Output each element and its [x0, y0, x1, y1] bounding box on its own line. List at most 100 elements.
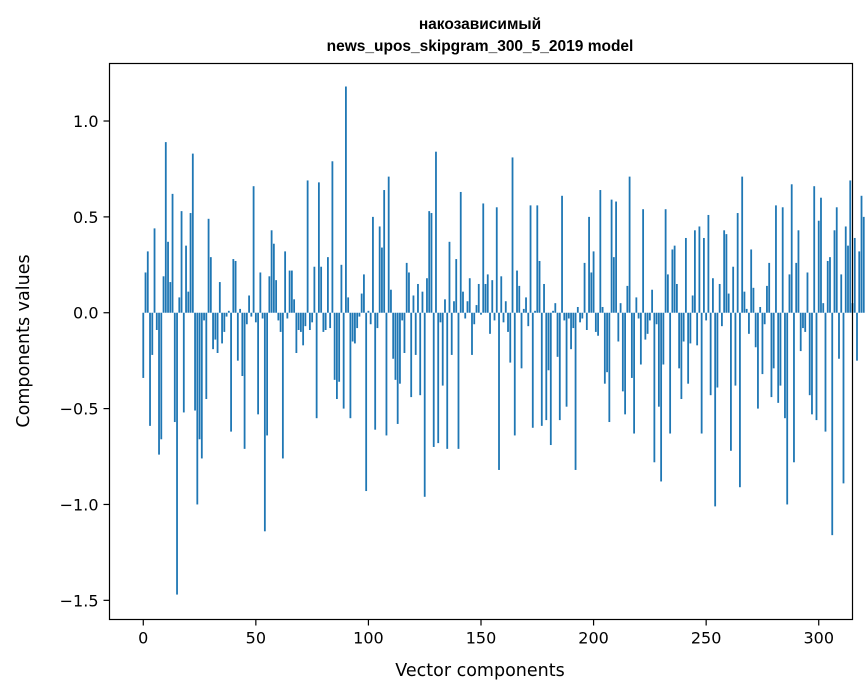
- bar: [849, 180, 852, 313]
- bar: [333, 312, 336, 380]
- bar: [342, 312, 345, 409]
- bar: [655, 312, 658, 325]
- bar: [707, 214, 710, 313]
- bar: [619, 303, 622, 313]
- bar: [435, 151, 437, 313]
- bar: [543, 283, 545, 313]
- bar: [525, 297, 527, 313]
- bar: [374, 312, 377, 430]
- x-axis-label: Vector components: [395, 661, 564, 681]
- bar: [295, 312, 298, 353]
- bar: [822, 303, 825, 313]
- bar: [687, 312, 690, 384]
- bar: [833, 230, 836, 313]
- bar: [770, 312, 773, 398]
- bar: [741, 176, 744, 313]
- bar: [250, 312, 253, 317]
- bar: [486, 274, 489, 313]
- x-tick-label: 50: [246, 629, 266, 648]
- bar: [248, 295, 250, 313]
- bar: [712, 278, 714, 313]
- bar: [721, 312, 723, 327]
- bar: [826, 260, 829, 313]
- bar: [522, 308, 525, 313]
- bar: [439, 312, 442, 323]
- bar: [401, 312, 404, 321]
- bar: [405, 262, 408, 313]
- bar: [784, 312, 786, 419]
- bar: [365, 312, 368, 492]
- bar: [781, 207, 784, 313]
- chart-title-line-1: накозависимый: [419, 16, 541, 33]
- bar: [572, 312, 575, 329]
- bar: [187, 291, 190, 313]
- bar: [471, 312, 473, 355]
- bar: [324, 312, 327, 330]
- bar: [169, 282, 172, 313]
- bar: [221, 312, 223, 344]
- bar: [369, 312, 372, 325]
- bar: [360, 293, 363, 313]
- bar: [723, 230, 726, 313]
- bar: [293, 299, 296, 313]
- bar: [459, 191, 462, 313]
- bar: [540, 312, 543, 426]
- bar: [693, 230, 696, 313]
- bar: [241, 312, 244, 377]
- bar: [252, 186, 255, 313]
- bar: [308, 312, 311, 330]
- bar: [484, 283, 487, 313]
- bar: [284, 251, 287, 313]
- bar: [743, 291, 746, 313]
- bar: [263, 312, 266, 532]
- bar: [664, 209, 667, 313]
- bar: [815, 312, 818, 421]
- bar: [448, 241, 451, 313]
- bar: [275, 280, 278, 313]
- bar: [684, 237, 687, 313]
- bar: [545, 312, 548, 421]
- bar: [588, 216, 590, 313]
- bar: [709, 312, 712, 396]
- bar: [570, 312, 572, 350]
- bar: [516, 270, 518, 313]
- bar: [297, 312, 300, 330]
- bar: [194, 312, 196, 411]
- bar: [243, 312, 246, 449]
- bar: [327, 257, 329, 313]
- bar: [732, 266, 735, 313]
- bar: [635, 297, 638, 313]
- bar: [840, 274, 843, 313]
- bar: [642, 209, 645, 313]
- y-tick-label: −1.0: [60, 495, 99, 514]
- y-tick-label: 0.0: [73, 304, 98, 323]
- bar: [232, 259, 235, 313]
- bar: [475, 305, 478, 313]
- bar: [835, 207, 838, 313]
- bar: [313, 266, 316, 313]
- bar: [842, 312, 845, 484]
- bar: [797, 230, 800, 313]
- bar: [304, 312, 307, 327]
- bar: [766, 285, 768, 313]
- bar: [403, 312, 406, 353]
- bar: [444, 299, 446, 313]
- bar: [626, 285, 629, 313]
- bar: [245, 312, 248, 325]
- bar: [561, 195, 563, 313]
- bar: [606, 312, 608, 373]
- bar: [414, 312, 417, 355]
- bar: [466, 301, 469, 313]
- bar: [657, 312, 660, 407]
- bar: [745, 308, 748, 313]
- bar: [171, 193, 174, 313]
- bar: [860, 195, 863, 313]
- bar: [286, 312, 289, 319]
- bar: [164, 142, 167, 313]
- bar: [748, 312, 750, 334]
- bar: [378, 226, 381, 313]
- bar: [666, 274, 669, 313]
- bar: [473, 312, 476, 325]
- bar: [795, 262, 798, 313]
- bar: [214, 312, 217, 340]
